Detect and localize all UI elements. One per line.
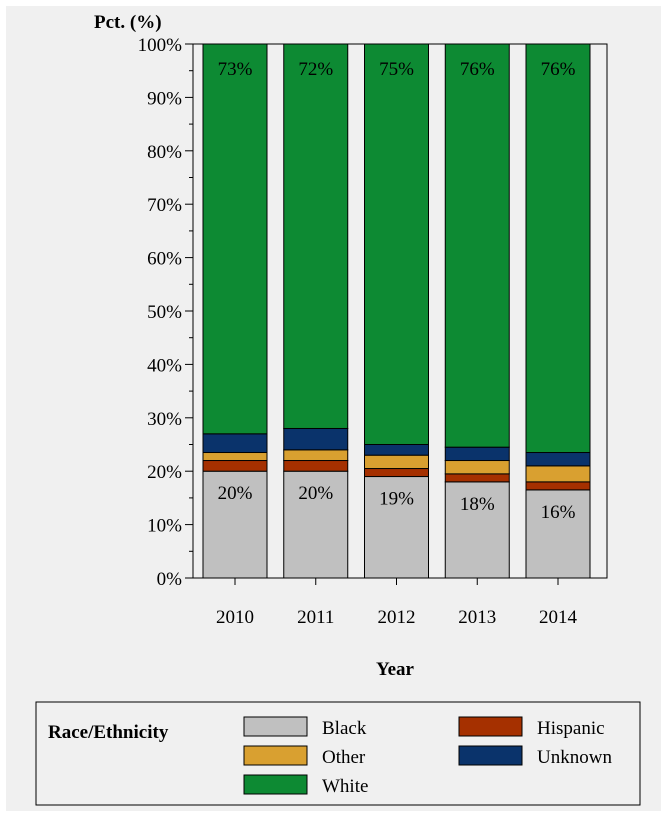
y-tick-label: 70%: [147, 195, 182, 216]
bar-segment-white-2014: [525, 43, 591, 454]
legend-swatch-hispanic: [458, 716, 523, 737]
stacked-bar-chart: Pct. (%) 73%20%72%20%75%19%76%18%76%16% …: [35, 12, 641, 806]
data-label-white-2013: 76%: [460, 59, 495, 80]
bar-segment-unknown-2014: [525, 452, 591, 467]
legend-swatch-other: [243, 745, 308, 766]
plot-area: 73% 20% 72% 20% 75% 19% 76% 18% 76% 16%: [192, 43, 608, 579]
x-tick-label: 2010: [216, 607, 254, 628]
bar-segment-black-2013: [444, 481, 510, 579]
y-tick-label: 30%: [147, 409, 182, 430]
bar-segment-black-2012: [364, 476, 429, 579]
bar-segment-other-2010: [202, 452, 268, 462]
bar-segment-white-2012: [364, 43, 429, 445]
bar-segment-other-2012: [364, 454, 429, 470]
chart-background: Pct. (%) 73% 20% 72% 20% 75% 19% 76% 18% 76% 16% …: [6, 6, 661, 811]
bar-segment-hispanic-2011: [283, 460, 349, 472]
data-label-white-2011: 72%: [298, 59, 333, 80]
data-label-white-2012: 75%: [379, 59, 414, 80]
legend: Race/Ethnicity Black Hispanic Other Unknown…: [35, 701, 641, 806]
legend-label-black: Black: [322, 718, 367, 739]
legend-label-white: White: [322, 776, 368, 797]
data-label-black-2014: 16%: [541, 502, 576, 523]
legend-swatch-unknown: [458, 745, 523, 766]
bar-segment-white-2011: [283, 43, 349, 429]
y-tick-label: 50%: [147, 302, 182, 323]
legend-swatch-white: [243, 774, 308, 795]
bar-segment-black-2010: [202, 470, 268, 579]
bar-segment-other-2014: [525, 465, 591, 483]
y-tick-label: 0%: [157, 569, 183, 590]
legend-label-hispanic: Hispanic: [537, 718, 605, 739]
bar-segment-unknown-2012: [364, 444, 429, 456]
bar-segment-unknown-2011: [283, 427, 349, 451]
x-tick-label: 2011: [297, 607, 334, 628]
bar-segment-white-2013: [444, 43, 510, 448]
bar-segment-black-2014: [525, 489, 591, 579]
legend-label-other: Other: [322, 747, 366, 768]
data-label-black-2010: 20%: [218, 483, 253, 504]
bar-segment-hispanic-2010: [202, 460, 268, 472]
bar-segment-hispanic-2012: [364, 468, 429, 478]
x-tick-label: 2014: [539, 607, 578, 628]
y-tick-label: 40%: [147, 355, 182, 376]
data-label-white-2010: 73%: [218, 59, 253, 80]
x-axis: 2010 2011 2012 2013 2014: [216, 578, 578, 628]
y-tick-label: 60%: [147, 249, 182, 270]
data-label-black-2013: 18%: [460, 494, 495, 515]
legend-border: [35, 701, 641, 806]
y-axis-title: Pct. (%): [94, 12, 162, 33]
legend-title: Race/Ethnicity: [48, 722, 169, 743]
y-tick-label: 90%: [147, 88, 182, 109]
bar-segment-hispanic-2014: [525, 481, 591, 491]
data-label-black-2012: 19%: [379, 489, 414, 510]
bar-segment-hispanic-2013: [444, 473, 510, 483]
bar-segment-unknown-2010: [202, 433, 268, 454]
y-tick-label: 80%: [147, 142, 182, 163]
y-tick-label: 20%: [147, 462, 182, 483]
x-axis-title: Year: [376, 659, 415, 680]
bar-segment-other-2011: [283, 449, 349, 462]
bar-segment-unknown-2013: [444, 446, 510, 462]
data-label-white-2014: 76%: [541, 59, 576, 80]
legend-label-unknown: Unknown: [537, 747, 612, 768]
bar-segment-white-2010: [202, 43, 268, 435]
y-axis: 0% 10% 20% 30% 40% 50% 60% 70% 80% 90% 100%: [138, 35, 193, 590]
y-tick-label: 100%: [138, 35, 183, 56]
y-tick-label: 10%: [147, 516, 182, 537]
data-label-black-2011: 20%: [298, 483, 333, 504]
legend-items: Black Hispanic Other Unknown White: [243, 716, 612, 797]
x-tick-label: 2013: [458, 607, 496, 628]
bar-segment-other-2013: [444, 460, 510, 475]
legend-swatch-black: [243, 716, 308, 737]
x-tick-label: 2012: [378, 607, 416, 628]
